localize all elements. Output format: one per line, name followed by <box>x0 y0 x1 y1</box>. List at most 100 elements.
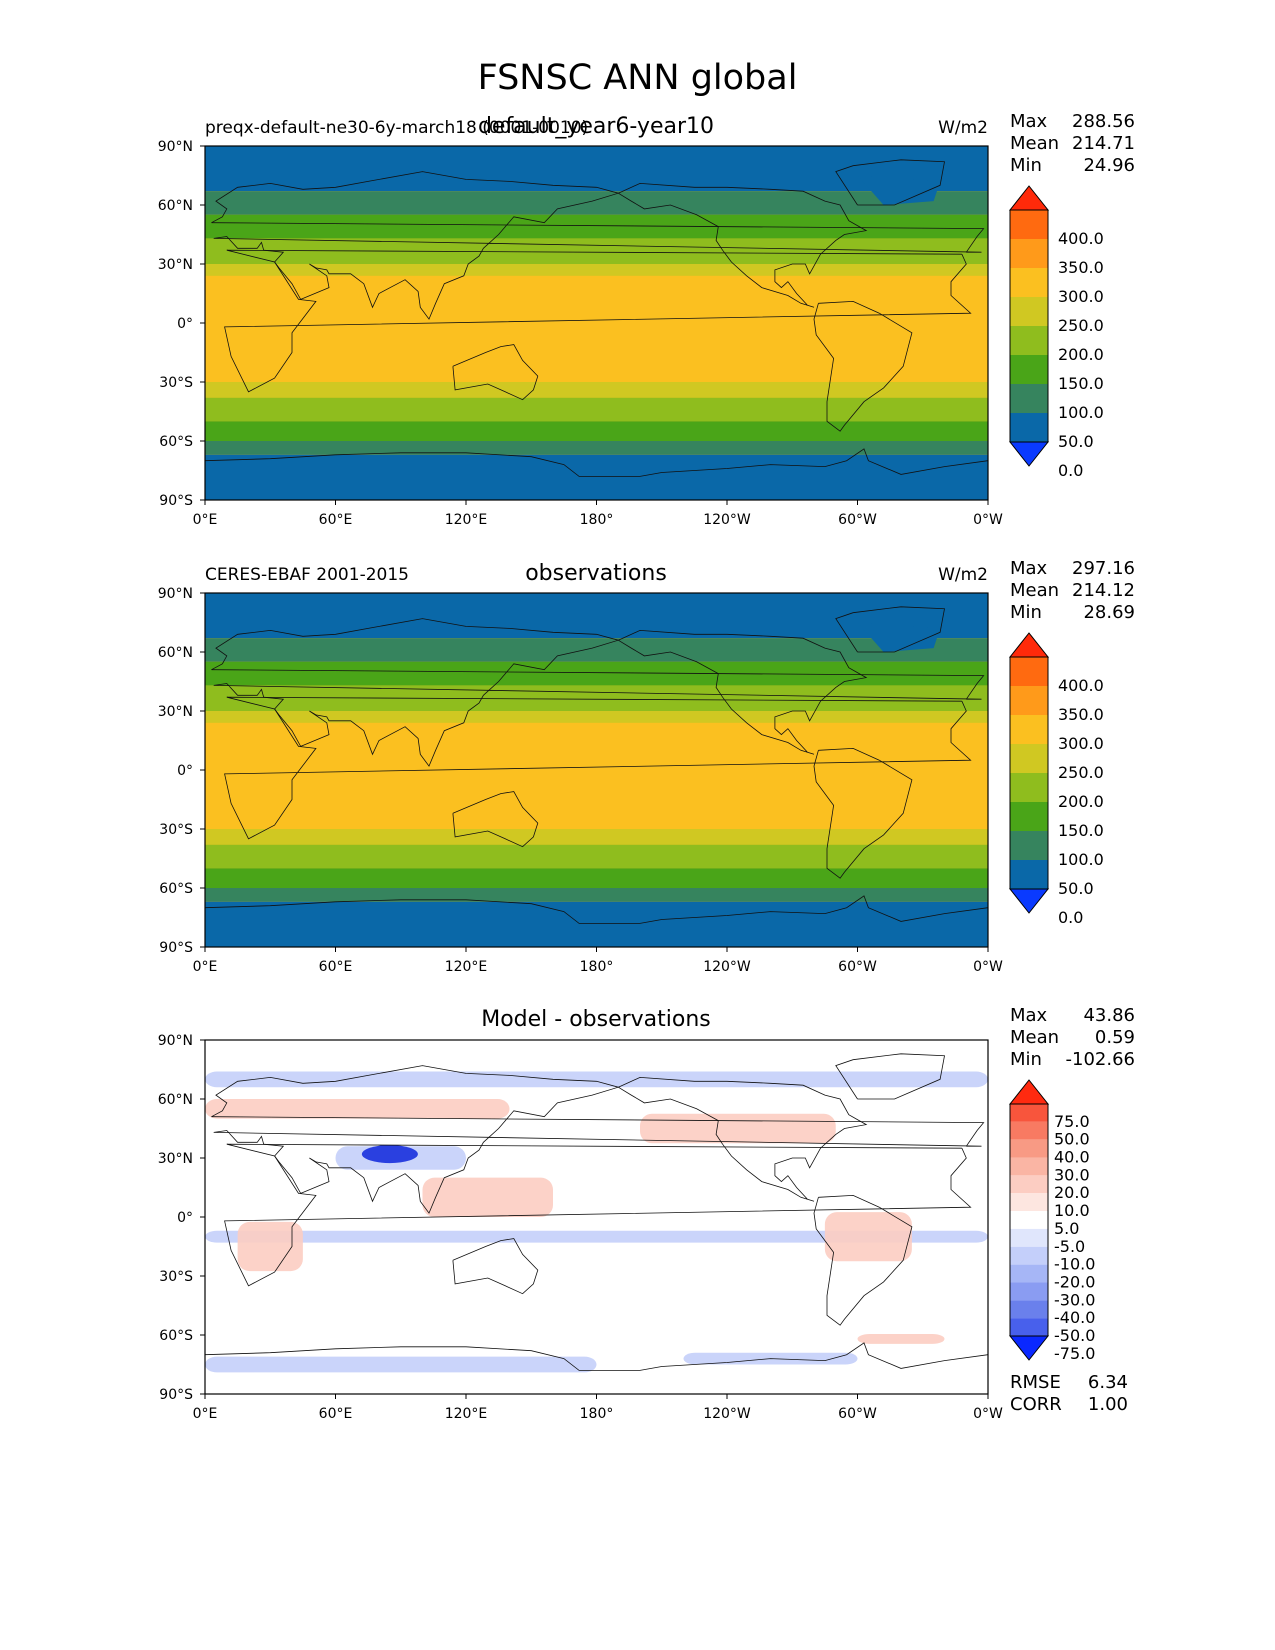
metric-label: RMSE <box>1010 1372 1061 1393</box>
svg-text:50.0: 50.0 <box>1058 879 1094 898</box>
panel-3-lat-axis: 90°N 60°N 30°N 0° 30°S 60°S 90°S <box>158 1033 205 1403</box>
panel-2-left-label: CERES-EBAF 2001-2015 <box>205 565 409 585</box>
panel-3-stats: Max 43.86 Mean 0.59 Min -102.66 <box>1010 1005 1135 1071</box>
stat-value: 297.16 <box>1072 558 1135 579</box>
svg-text:180°: 180° <box>580 959 614 975</box>
svg-text:60°E: 60°E <box>319 512 353 528</box>
svg-text:0°E: 0°E <box>193 512 218 528</box>
svg-text:-50.0: -50.0 <box>1054 1326 1095 1345</box>
svg-text:150.0: 150.0 <box>1058 821 1104 840</box>
stat-label: Mean <box>1010 133 1060 154</box>
svg-text:180°: 180° <box>580 512 614 528</box>
svg-text:-20.0: -20.0 <box>1054 1272 1095 1291</box>
stat-label: Min <box>1010 155 1042 176</box>
svg-text:0°W: 0°W <box>973 1406 1003 1422</box>
panel-2-colorbar: 400.0 350.0 300.0 250.0 200.0 150.0 100.0 50.0 0… <box>1008 632 1104 927</box>
svg-text:60°N: 60°N <box>158 1092 193 1108</box>
svg-text:-5.0: -5.0 <box>1054 1237 1085 1256</box>
svg-text:90°S: 90°S <box>159 940 193 956</box>
stat-value: 28.69 <box>1083 602 1135 623</box>
svg-text:30°N: 30°N <box>158 704 193 720</box>
panel-3-field <box>204 1039 989 1395</box>
svg-text:300.0: 300.0 <box>1058 734 1104 753</box>
svg-text:-40.0: -40.0 <box>1054 1308 1095 1327</box>
svg-text:60°W: 60°W <box>838 1406 877 1422</box>
panel-1-title: default_year6-year10 <box>477 114 715 139</box>
svg-text:50.0: 50.0 <box>1054 1130 1090 1149</box>
svg-text:0°: 0° <box>177 1210 193 1226</box>
svg-text:400.0: 400.0 <box>1058 676 1104 695</box>
svg-text:0°: 0° <box>177 316 193 332</box>
svg-text:10.0: 10.0 <box>1054 1201 1090 1220</box>
panel-1-lon-axis: 0°E 60°E 120°E 180° 120°W 60°W 0°W <box>193 500 1003 528</box>
panel-3-metrics: RMSE 6.34 CORR 1.00 <box>1010 1372 1128 1416</box>
svg-text:0°W: 0°W <box>973 512 1003 528</box>
svg-text:200.0: 200.0 <box>1058 792 1104 811</box>
svg-text:30°S: 30°S <box>159 822 193 838</box>
svg-text:300.0: 300.0 <box>1058 287 1104 306</box>
svg-text:120°W: 120°W <box>703 959 751 975</box>
svg-text:60°N: 60°N <box>158 645 193 661</box>
svg-text:30°S: 30°S <box>159 375 193 391</box>
stat-label: Max <box>1010 558 1048 579</box>
svg-text:150.0: 150.0 <box>1058 374 1104 393</box>
panel-1-units: W/m2 <box>938 118 988 138</box>
stat-value: 43.86 <box>1083 1005 1135 1026</box>
panel-2-lon-axis: 0°E 60°E 120°E 180° 120°W 60°W 0°W <box>193 947 1003 975</box>
stat-value: 288.56 <box>1072 111 1135 132</box>
svg-text:180°: 180° <box>580 1406 614 1422</box>
svg-text:5.0: 5.0 <box>1054 1219 1079 1238</box>
svg-text:30.0: 30.0 <box>1054 1165 1090 1184</box>
svg-text:0°W: 0°W <box>973 959 1003 975</box>
stat-label: Min <box>1010 602 1042 623</box>
svg-text:-75.0: -75.0 <box>1054 1344 1095 1363</box>
svg-text:-10.0: -10.0 <box>1054 1255 1095 1274</box>
svg-text:350.0: 350.0 <box>1058 705 1104 724</box>
svg-text:20.0: 20.0 <box>1054 1183 1090 1202</box>
svg-text:60°W: 60°W <box>838 512 877 528</box>
panel-1-stats: Max 288.56 Mean 214.71 Min 24.96 <box>1010 111 1135 177</box>
svg-text:400.0: 400.0 <box>1058 229 1104 248</box>
stat-label: Max <box>1010 1005 1048 1026</box>
panel-1-colorbar: 400.0 350.0 300.0 250.0 200.0 150.0 100.0 50.0 0… <box>1008 185 1104 480</box>
svg-text:200.0: 200.0 <box>1058 345 1104 364</box>
stat-value: 214.12 <box>1072 580 1135 601</box>
panel-2-lat-axis: 90°N 60°N 30°N 0° 30°S 60°S 90°S <box>158 586 205 956</box>
metric-value: 6.34 <box>1087 1372 1128 1393</box>
svg-text:-30.0: -30.0 <box>1054 1290 1095 1309</box>
panel-2-units: W/m2 <box>938 565 988 585</box>
panel-3-lon-axis: 0°E 60°E 120°E 180° 120°W 60°W 0°W <box>193 1394 1003 1422</box>
panel-3-title: Model - observations <box>481 1007 711 1032</box>
svg-text:60°S: 60°S <box>159 1328 193 1344</box>
svg-text:90°N: 90°N <box>158 586 193 602</box>
panel-1-lat-axis: 90°N 60°N 30°N 0° 30°S 60°S 90°S <box>158 139 205 509</box>
svg-text:60°W: 60°W <box>838 959 877 975</box>
panel-3-colorbar: 75.050.040.030.020.010.05.0-5.0-10.0-20.… <box>1008 1079 1095 1363</box>
svg-text:120°E: 120°E <box>445 959 488 975</box>
stat-label: Mean <box>1010 1027 1060 1048</box>
svg-text:120°W: 120°W <box>703 512 751 528</box>
svg-text:90°S: 90°S <box>159 493 193 509</box>
svg-text:0.0: 0.0 <box>1058 908 1083 927</box>
svg-text:250.0: 250.0 <box>1058 763 1104 782</box>
stat-value: -102.66 <box>1065 1049 1135 1070</box>
stat-label: Max <box>1010 111 1048 132</box>
stat-label: Mean <box>1010 580 1060 601</box>
svg-text:90°N: 90°N <box>158 139 193 155</box>
svg-text:60°E: 60°E <box>319 1406 353 1422</box>
svg-text:0°E: 0°E <box>193 1406 218 1422</box>
svg-text:30°S: 30°S <box>159 1269 193 1285</box>
svg-text:60°S: 60°S <box>159 881 193 897</box>
svg-text:0°E: 0°E <box>193 959 218 975</box>
svg-text:120°E: 120°E <box>445 1406 488 1422</box>
stat-value: 0.59 <box>1094 1027 1135 1048</box>
svg-text:120°E: 120°E <box>445 512 488 528</box>
stat-value: 214.71 <box>1072 133 1135 154</box>
panel-2-map: 90°N 60°N 30°N 0° 30°S 60°S 90°S 0°E 60°E 120°E 1… <box>158 586 1104 975</box>
metric-value: 1.00 <box>1087 1394 1128 1415</box>
stat-value: 24.96 <box>1083 155 1135 176</box>
svg-text:0°: 0° <box>177 763 193 779</box>
figure-title: FSNSC ANN global <box>477 58 798 98</box>
svg-text:60°S: 60°S <box>159 434 193 450</box>
panel-2-stats: Max 297.16 Mean 214.12 Min 28.69 <box>1010 558 1135 624</box>
